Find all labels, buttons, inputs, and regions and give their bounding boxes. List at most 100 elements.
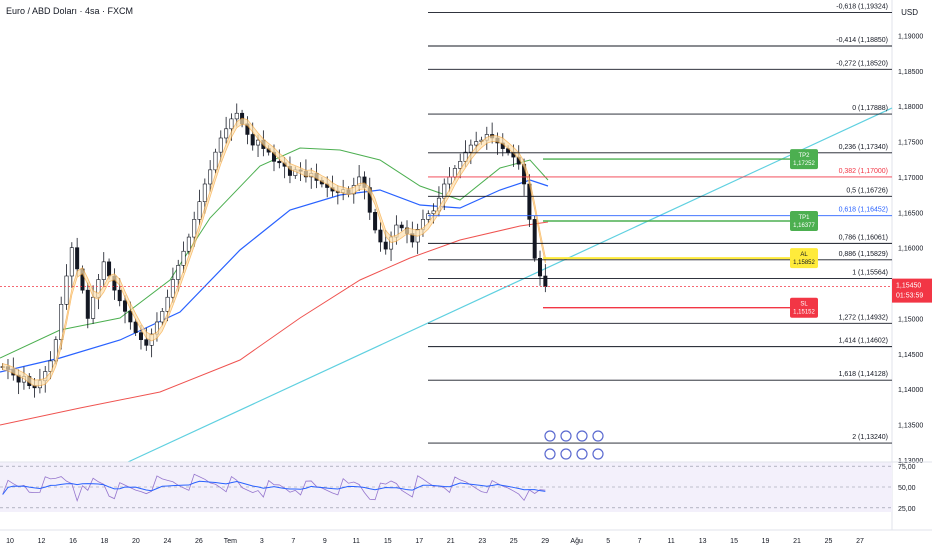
candle-body — [399, 224, 404, 229]
time-tick-label: 20 — [132, 538, 140, 545]
tp1-label-text: TP1 — [798, 215, 810, 221]
event-icon — [592, 448, 604, 460]
candle-body — [447, 176, 452, 185]
candle-body — [128, 311, 133, 323]
sl-label-box — [790, 297, 818, 318]
fib-level-label: 1 (1,15564) — [852, 270, 888, 277]
candle-body — [426, 213, 431, 220]
candle-body — [234, 112, 239, 120]
event-icon — [576, 430, 588, 442]
al-label-text: AL — [800, 252, 808, 258]
fib-level-label: 1,414 (1,14602) — [839, 338, 888, 345]
time-tick-label: 18 — [101, 538, 109, 545]
price-tick-label: 1,14500 — [898, 352, 923, 359]
tp1-price-text: 1,16377 — [793, 223, 815, 229]
sl-label-text: SL — [800, 302, 808, 308]
price-tick-label: 1,13500 — [898, 423, 923, 430]
time-tick-label: 15 — [730, 538, 738, 545]
price-axis-panel — [892, 0, 932, 550]
candle-body — [468, 144, 473, 153]
candle-body — [229, 118, 234, 130]
time-tick-label: Ağu — [570, 538, 583, 545]
price-tick-label: 1,18000 — [898, 104, 923, 111]
time-tick-label: 11 — [667, 538, 674, 545]
candle-body — [383, 241, 388, 250]
candle-body — [91, 296, 96, 319]
candle-body — [181, 250, 186, 266]
event-icon — [560, 430, 572, 442]
candle-body — [373, 212, 378, 231]
time-tick-label: 21 — [793, 538, 801, 545]
time-tick-label: 27 — [856, 538, 864, 545]
time-tick-label: 9 — [323, 538, 327, 545]
price-tick-label: 1,16000 — [898, 246, 923, 253]
candle-body — [75, 247, 80, 270]
time-tick-label: 23 — [478, 538, 486, 545]
rsi-tick-label: 25,00 — [898, 506, 916, 513]
candle-body — [458, 161, 463, 169]
countdown-text: 01:53:59 — [896, 293, 923, 300]
candle-body — [192, 219, 197, 238]
price-tick-label: 1,17500 — [898, 140, 923, 147]
time-tick-label: 12 — [38, 538, 46, 545]
candle-body — [107, 261, 112, 277]
event-icon — [592, 430, 604, 442]
candle-body — [543, 275, 548, 287]
candle-body — [256, 139, 261, 146]
time-tick-label: 16 — [69, 538, 77, 545]
tp2-label-box — [790, 149, 818, 170]
fib-level-label: -0,414 (1,18850) — [836, 37, 888, 44]
price-tick-label: 1,15000 — [898, 316, 923, 323]
price-tick-label: 1,16500 — [898, 210, 923, 217]
fib-level-label: 0 (1,17888) — [852, 105, 888, 112]
current-price-badge — [892, 278, 932, 303]
candle-body — [144, 339, 149, 346]
currency-label: USD — [901, 8, 918, 17]
price-tick-label: 1,17000 — [898, 175, 923, 182]
time-tick-label: 25 — [825, 538, 833, 545]
candle-body — [224, 128, 229, 139]
ema-200-line — [0, 221, 549, 426]
rsi-tick-label: 75,00 — [898, 464, 916, 471]
candle-body — [378, 229, 383, 243]
time-tick-label: 5 — [606, 538, 610, 545]
time-tick-label: 24 — [164, 538, 172, 545]
al-label-box — [790, 248, 818, 269]
candle-body — [117, 289, 122, 302]
candle-body — [165, 296, 170, 312]
time-tick-label: 13 — [699, 538, 707, 545]
fib-level-label: 2 (1,13240) — [852, 434, 888, 441]
fib-level-label: 1,272 (1,14932) — [839, 314, 888, 321]
fib-level-label: 0,618 (1,16452) — [839, 207, 888, 214]
time-tick-label: 10 — [6, 538, 14, 545]
candle-body — [101, 261, 106, 280]
fib-level-label: 1,618 (1,14128) — [839, 371, 888, 378]
sl-price-text: 1,15152 — [793, 310, 815, 316]
rsi-ma-line — [2, 480, 546, 495]
candle-body — [85, 289, 90, 319]
price-tick-label: 1,18500 — [898, 69, 923, 76]
trendline — [127, 107, 893, 463]
time-tick-label: 29 — [541, 538, 549, 545]
candle-body — [277, 161, 282, 164]
fib-level-label: -0,618 (1,19324) — [836, 3, 888, 10]
candle-body — [160, 311, 165, 323]
candle-body — [538, 258, 543, 277]
time-tick-label: 11 — [353, 538, 360, 545]
time-tick-label: 21 — [447, 538, 455, 545]
current-price-text: 1,15450 — [896, 283, 921, 290]
candle-body — [186, 236, 191, 252]
event-icon — [576, 448, 588, 460]
rsi-line — [2, 473, 546, 503]
price-tick-label: 1,14000 — [898, 387, 923, 394]
fib-level-label: 0,382 (1,17000) — [839, 168, 888, 175]
candle-body — [532, 219, 537, 259]
fib-level-label: 0,5 (1,16726) — [846, 187, 888, 194]
time-tick-label: Tem — [224, 538, 237, 545]
candle-body — [176, 265, 181, 280]
fib-level-label: 0,236 (1,17340) — [839, 144, 888, 151]
candle-body — [69, 247, 74, 277]
candle-body — [213, 151, 218, 171]
